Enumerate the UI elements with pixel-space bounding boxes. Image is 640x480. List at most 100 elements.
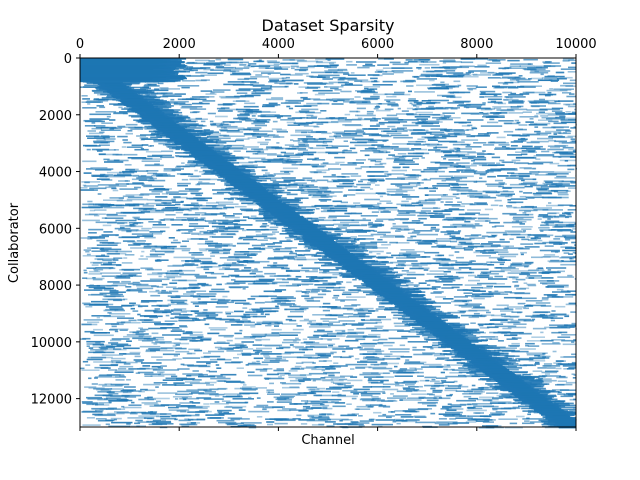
- sparsity-mark: [176, 377, 196, 380]
- sparsity-mark: [99, 364, 118, 367]
- sparsity-mark: [508, 102, 524, 104]
- sparsity-mark: [103, 158, 110, 161]
- sparsity-mark: [440, 379, 447, 382]
- sparsity-mark: [362, 217, 366, 220]
- sparsity-mark: [189, 108, 207, 110]
- sparsity-mark: [507, 272, 529, 274]
- sparsity-mark: [162, 202, 167, 204]
- sparsity-mark: [519, 287, 530, 290]
- sparsity-mark: [245, 311, 265, 313]
- sparsity-mark: [477, 274, 490, 277]
- sparsity-mark: [485, 191, 500, 194]
- sparsity-mark: [267, 391, 275, 394]
- sparsity-mark: [256, 274, 264, 277]
- sparsity-mark: [347, 74, 366, 76]
- sparsity-mark: [144, 315, 163, 318]
- sparsity-mark: [159, 342, 181, 344]
- sparsity-mark: [473, 371, 490, 374]
- sparsity-mark: [303, 318, 309, 321]
- sparsity-mark: [155, 250, 175, 253]
- sparsity-mark: [179, 269, 183, 272]
- sparsity-mark: [153, 343, 158, 345]
- sparsity-mark: [243, 238, 258, 241]
- sparsity-mark: [194, 305, 199, 307]
- sparsity-mark: [518, 75, 523, 77]
- sparsity-mark: [474, 58, 489, 60]
- sparsity-mark: [439, 385, 445, 387]
- sparsity-mark: [164, 202, 171, 205]
- sparsity-mark: [416, 102, 436, 105]
- sparsity-mark: [393, 322, 408, 325]
- sparsity-mark: [199, 230, 208, 233]
- sparsity-mark: [449, 237, 465, 240]
- sparsity-mark: [351, 304, 361, 306]
- sparsity-mark: [213, 342, 230, 344]
- sparsity-mark: [233, 252, 250, 255]
- sparsity-mark: [293, 279, 312, 281]
- sparsity-mark: [504, 66, 512, 69]
- sparsity-mark: [403, 362, 424, 365]
- sparsity-mark: [412, 265, 423, 268]
- sparsity-mark: [534, 363, 540, 365]
- sparsity-mark: [254, 338, 271, 341]
- sparsity-mark: [151, 233, 162, 235]
- sparsity-mark: [442, 406, 452, 409]
- sparsity-mark: [263, 344, 283, 347]
- sparsity-mark: [307, 189, 328, 191]
- sparsity-mark: [251, 333, 267, 336]
- sparsity-mark: [516, 288, 526, 290]
- sparsity-mark: [451, 205, 465, 208]
- sparsity-mark: [233, 73, 251, 75]
- sparsity-mark: [540, 331, 544, 334]
- sparsity-mark: [294, 365, 302, 368]
- sparsity-mark: [253, 148, 269, 151]
- sparsity-mark: [293, 304, 297, 306]
- sparsity-mark: [173, 196, 181, 198]
- sparsity-mark: [524, 68, 537, 71]
- sparsity-mark: [286, 105, 291, 108]
- sparsity-mark: [567, 135, 576, 138]
- sparsity-mark: [538, 214, 549, 216]
- sparsity-mark: [329, 62, 335, 65]
- sparsity-mark: [360, 186, 371, 189]
- sparsity-mark: [121, 321, 131, 323]
- sparsity-mark: [351, 241, 357, 243]
- sparsity-mark: [80, 189, 95, 191]
- sparsity-mark: [444, 233, 451, 236]
- sparsity-mark: [327, 210, 348, 212]
- sparsity-mark: [536, 132, 552, 135]
- sparsity-mark: [391, 147, 410, 150]
- sparsity-mark: [360, 166, 371, 168]
- sparsity-mark: [307, 83, 327, 85]
- sparsity-mark: [299, 319, 316, 322]
- sparsity-mark: [561, 334, 576, 336]
- sparsity-mark: [381, 135, 392, 138]
- sparsity-mark: [564, 160, 569, 162]
- sparsity-mark: [251, 65, 271, 67]
- sparsity-mark: [127, 196, 143, 199]
- sparsity-mark: [222, 221, 234, 224]
- sparsity-mark: [468, 316, 480, 319]
- sparsity-mark: [416, 333, 435, 336]
- sparsity-mark: [134, 422, 141, 425]
- sparsity-mark: [299, 67, 309, 69]
- sparsity-mark: [413, 390, 427, 392]
- sparsity-mark: [542, 61, 551, 63]
- sparsity-mark: [274, 322, 280, 324]
- sparsity-mark: [279, 374, 285, 377]
- sparsity-mark: [382, 140, 387, 142]
- sparsity-mark: [212, 193, 224, 195]
- sparsity-mark: [139, 345, 161, 348]
- sparsity-mark: [427, 138, 437, 141]
- sparsity-mark: [441, 209, 448, 212]
- sparsity-mark: [106, 408, 126, 410]
- sparsity-mark: [552, 151, 572, 154]
- sparsity-mark: [179, 402, 200, 404]
- sparsity-mark: [355, 338, 366, 341]
- sparsity-mark: [413, 230, 433, 232]
- sparsity-mark: [568, 394, 576, 396]
- sparsity-mark: [173, 311, 187, 313]
- sparsity-mark: [180, 310, 200, 312]
- sparsity-mark: [241, 119, 247, 121]
- sparsity-mark: [342, 151, 358, 154]
